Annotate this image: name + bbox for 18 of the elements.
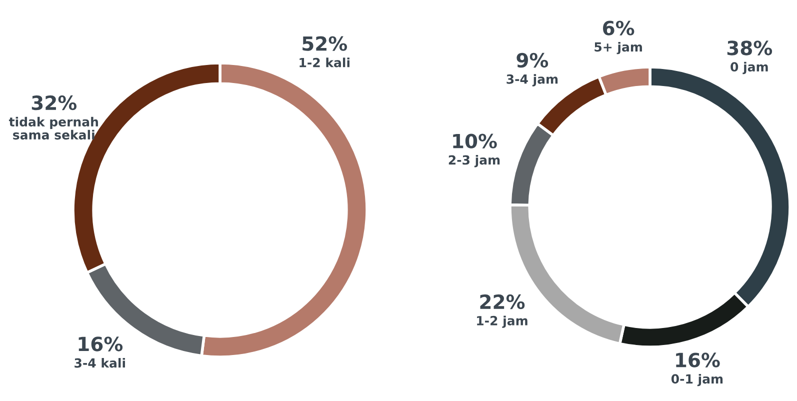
data-label: 32% <box>32 95 77 110</box>
data-label: 16% <box>78 336 123 352</box>
data-label: 22% <box>480 294 525 310</box>
slice-label: 3-4 kali <box>74 358 125 368</box>
data-label: 10% <box>453 134 497 148</box>
slice-label: 1-2 kali <box>300 58 350 68</box>
slice-label: 0-1 jam <box>671 374 723 386</box>
data-label: 16% <box>676 352 720 368</box>
slice-label: 1-2 jam <box>477 316 528 328</box>
data-label: 6% <box>603 20 634 36</box>
slice-label: 0 jam <box>730 62 768 74</box>
slice-label: tidak pernah sama sekali <box>8 116 98 140</box>
data-label: 52% <box>302 36 348 51</box>
slice-label: 3-4 jam <box>506 74 558 86</box>
data-label: 38% <box>727 40 772 56</box>
data-label: 9% <box>516 52 548 68</box>
slice-label: 5+ jam <box>594 42 642 54</box>
slice-label: 2-3 jam <box>448 155 500 168</box>
